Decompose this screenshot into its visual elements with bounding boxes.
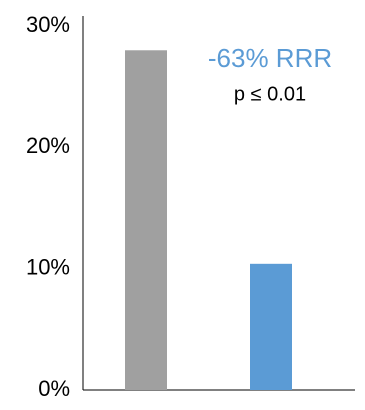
annotation: -63% RRR [208,43,332,73]
annotation: p ≤ 0.01 [234,83,306,105]
y-tick-label: 20% [26,133,70,158]
y-tick-label: 10% [26,254,70,279]
y-tick-label: 30% [26,12,70,37]
bar [125,50,167,391]
y-tick-label: 0% [38,376,70,401]
bar [250,263,292,390]
